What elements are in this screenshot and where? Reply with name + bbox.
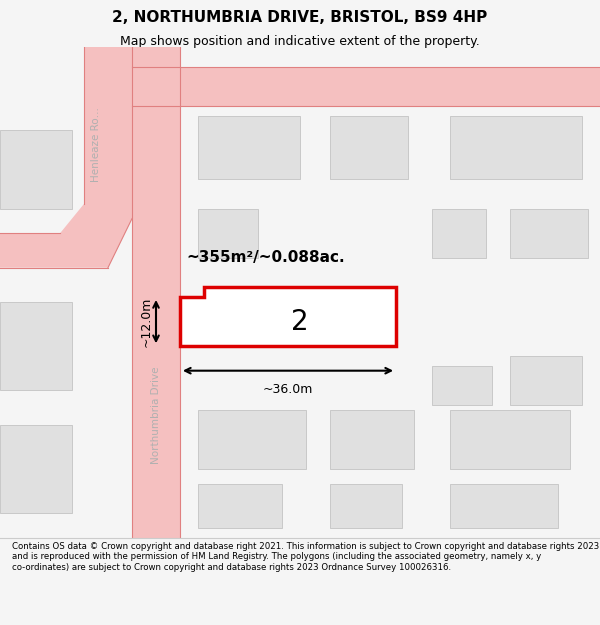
Bar — [198, 116, 300, 179]
Text: Map shows position and indicative extent of the property.: Map shows position and indicative extent… — [120, 35, 480, 48]
Bar — [0, 302, 72, 390]
Bar — [450, 484, 558, 528]
Text: 2: 2 — [291, 308, 309, 336]
Bar — [510, 209, 588, 258]
Bar — [0, 424, 72, 513]
Bar — [198, 484, 282, 528]
Bar — [0, 130, 72, 209]
Bar — [198, 410, 306, 469]
Bar — [330, 410, 414, 469]
Bar — [432, 209, 486, 258]
Bar — [510, 356, 582, 405]
Bar — [432, 366, 492, 405]
Text: ~12.0m: ~12.0m — [140, 296, 153, 347]
Text: ~355m²/~0.088ac.: ~355m²/~0.088ac. — [186, 251, 344, 266]
Bar — [450, 410, 570, 469]
Polygon shape — [0, 47, 132, 268]
Bar — [330, 116, 408, 179]
Polygon shape — [180, 288, 396, 346]
Text: Henleaze Ro…: Henleaze Ro… — [91, 107, 101, 182]
Text: ~36.0m: ~36.0m — [263, 383, 313, 396]
Text: Contains OS data © Crown copyright and database right 2021. This information is : Contains OS data © Crown copyright and d… — [12, 542, 599, 572]
Bar — [198, 209, 258, 258]
Polygon shape — [132, 47, 180, 538]
Text: 2, NORTHUMBRIA DRIVE, BRISTOL, BS9 4HP: 2, NORTHUMBRIA DRIVE, BRISTOL, BS9 4HP — [112, 10, 488, 25]
Polygon shape — [132, 66, 600, 106]
Bar — [450, 116, 582, 179]
Bar — [330, 484, 402, 528]
Text: Northumbria Drive: Northumbria Drive — [151, 366, 161, 464]
